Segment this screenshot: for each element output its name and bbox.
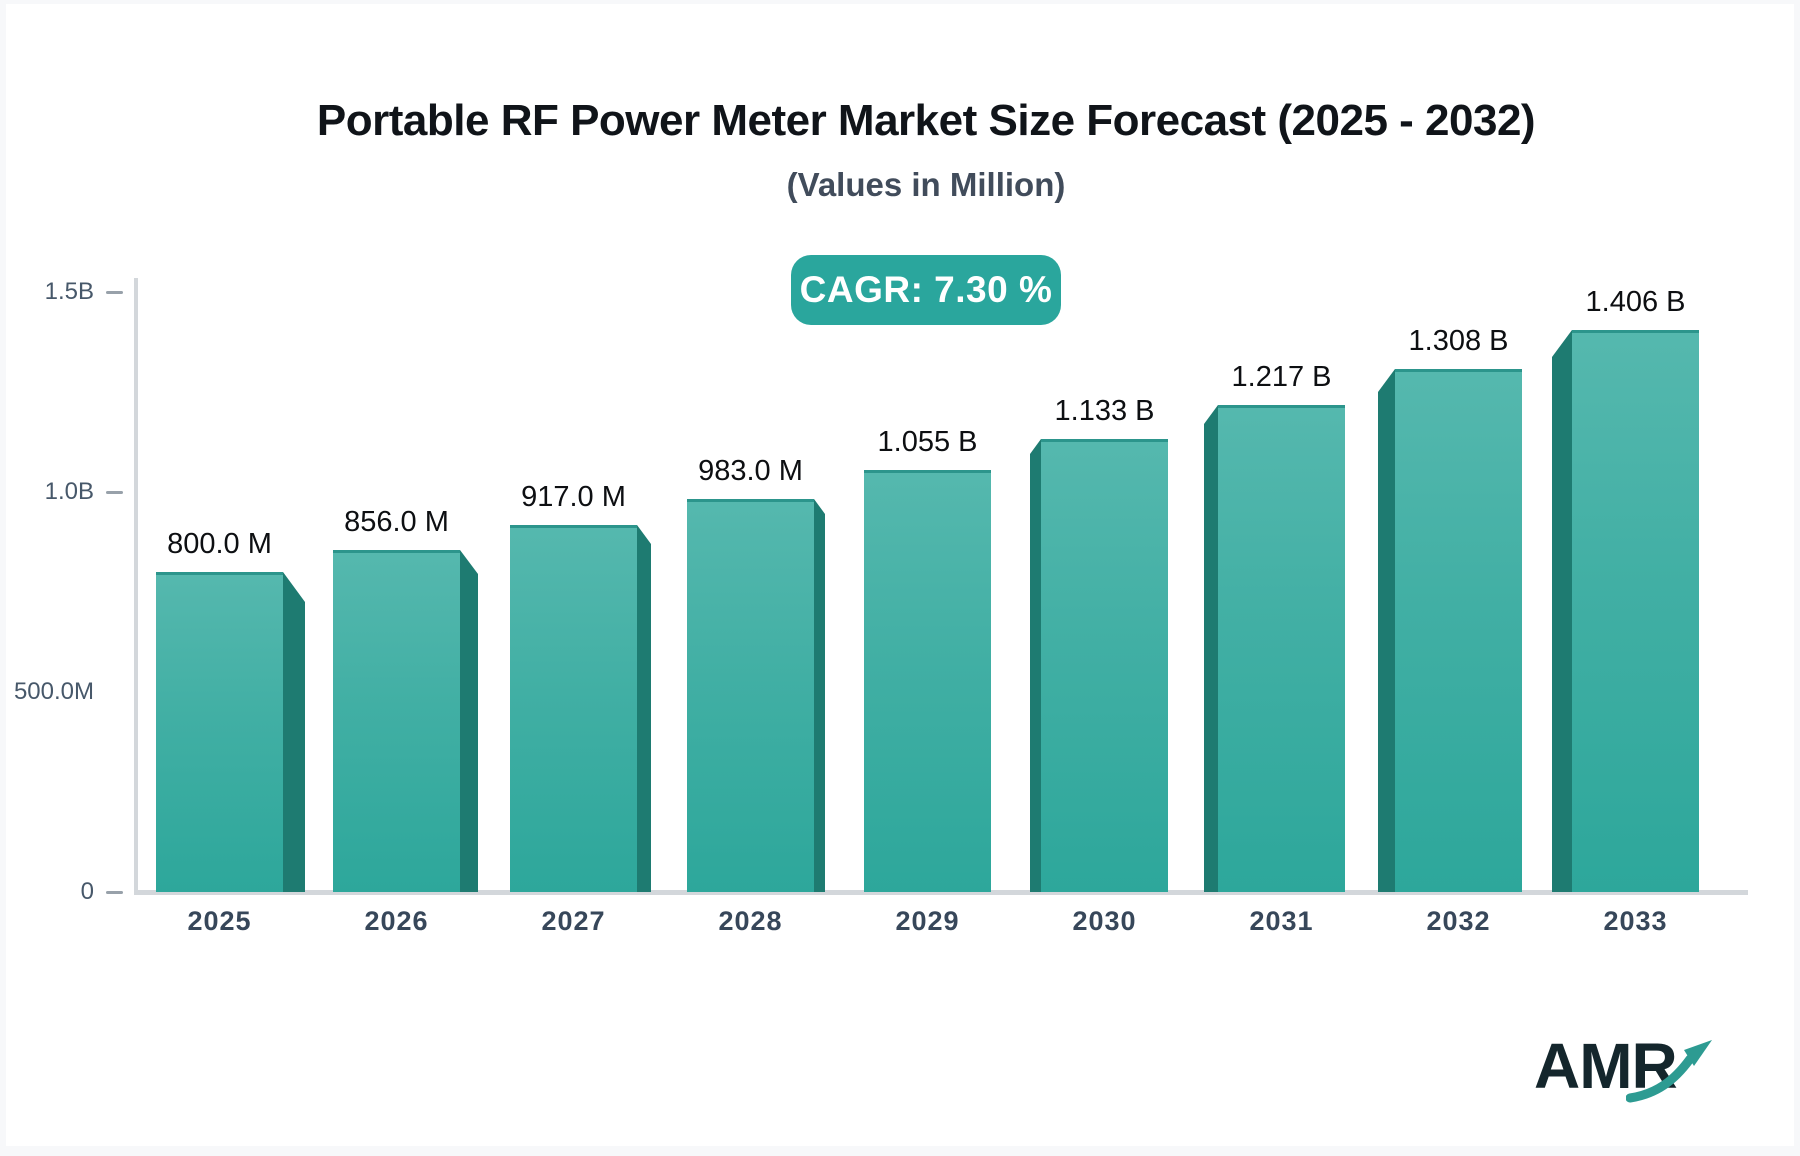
bar-2025 [156,572,283,892]
chart-subtitle: (Values in Million) [786,166,1066,203]
bar-side-2025 [283,572,305,892]
cagr-badge-label: CAGR: 7.30 % [799,269,1053,310]
bar-value-label-2030: 1.133 B [1054,395,1155,427]
x-axis-line [134,890,1748,895]
bar-value-label-2026: 856.0 M [344,506,449,538]
amr-logo: AMR [1534,1034,1744,1110]
bar-value-label-2025: 800.0 M [167,528,272,560]
y-axis-label: 500.0M [13,678,94,705]
bar-side-2030 [1030,439,1041,892]
bar-value-label-2029: 1.055 B [877,426,978,458]
plot-area: 1.5B 1.0B 500.0M 0 800.0 M 2025 856.0 M 2026 917… [6,4,1794,1146]
bar-value-label-2028: 983.0 M [698,455,803,487]
x-axis-label-2031: 2031 [1249,906,1314,936]
x-axis-label-2025: 2025 [187,906,252,936]
bar-2031 [1218,405,1345,892]
x-axis-label-2032: 2032 [1426,906,1491,936]
bar-side-2032 [1378,369,1395,892]
bar-2029 [864,470,991,892]
x-axis-label-2028: 2028 [718,906,783,936]
bar-2028 [687,499,814,892]
y-axis-label: 1.0B [44,478,94,505]
cagr-badge: CAGR: 7.30 % [791,255,1061,325]
y-axis-line [134,278,138,895]
bar-side-2028 [814,499,825,892]
bar-value-label-2027: 917.0 M [521,481,626,513]
bar-side-2031 [1204,405,1218,892]
chart-card: Portable RF Power Meter Market Size Fore… [6,4,1794,1146]
x-axis-label-2030: 2030 [1072,906,1137,936]
y-axis-label: 0 [80,878,94,905]
y-axis-tick-mark [106,291,123,294]
y-axis-label: 1.5B [44,278,94,305]
chart-title: Portable RF Power Meter Market Size Fore… [316,96,1536,145]
bar-side-2026 [460,550,478,892]
bar-2032 [1395,369,1522,892]
bar-2030 [1041,439,1168,892]
bar-2026 [333,550,460,892]
x-axis-label-2026: 2026 [364,906,429,936]
growth-arrow-icon [1626,1040,1712,1103]
y-axis-tick-mark [106,491,123,494]
x-axis-label-2027: 2027 [541,906,606,936]
bar-value-label-2033: 1.406 B [1585,286,1686,318]
bar-2033 [1572,330,1699,892]
bar-2027 [510,525,637,892]
x-axis-label-2033: 2033 [1603,906,1668,936]
bar-value-label-2032: 1.308 B [1408,325,1509,357]
y-axis-tick-mark [106,891,123,894]
bar-value-label-2031: 1.217 B [1231,361,1332,393]
bar-side-2027 [637,525,651,892]
x-axis-label-2029: 2029 [895,906,960,936]
bar-side-2033 [1552,330,1572,892]
